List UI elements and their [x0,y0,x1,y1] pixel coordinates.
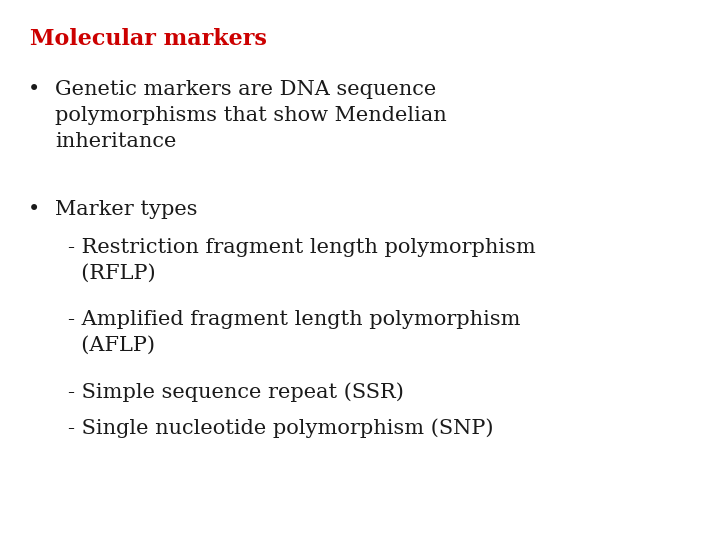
Text: (RFLP): (RFLP) [68,264,156,283]
Text: (AFLP): (AFLP) [68,336,155,355]
Text: - Simple sequence repeat (SSR): - Simple sequence repeat (SSR) [68,382,404,402]
Text: Genetic markers are DNA sequence: Genetic markers are DNA sequence [55,80,436,99]
Text: inheritance: inheritance [55,132,176,151]
Text: - Amplified fragment length polymorphism: - Amplified fragment length polymorphism [68,310,521,329]
Text: •: • [28,200,40,219]
Text: polymorphisms that show Mendelian: polymorphisms that show Mendelian [55,106,446,125]
Text: - Restriction fragment length polymorphism: - Restriction fragment length polymorphi… [68,238,536,257]
Text: •: • [28,80,40,99]
Text: Molecular markers: Molecular markers [30,28,267,50]
Text: - Single nucleotide polymorphism (SNP): - Single nucleotide polymorphism (SNP) [68,418,493,438]
Text: Marker types: Marker types [55,200,197,219]
